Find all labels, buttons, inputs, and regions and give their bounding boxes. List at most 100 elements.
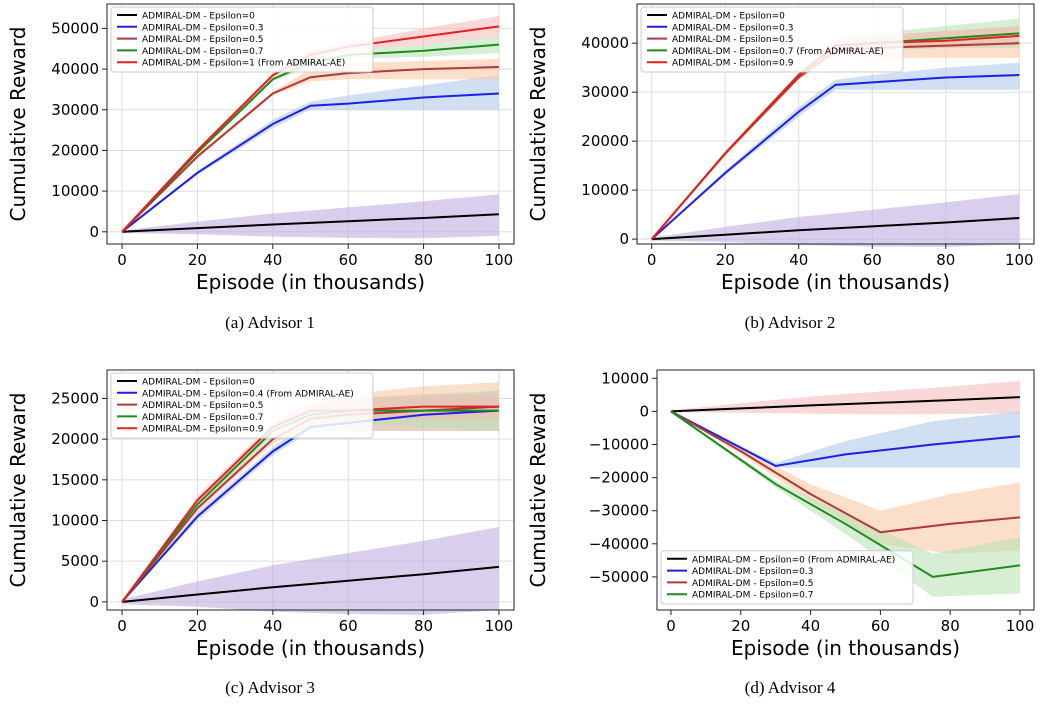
chart-c: 0 20 40 60 80 100 0 5000 10000 15000 20000 25000 Epi… [6, 369, 515, 660]
confidence-band [670, 380, 1021, 415]
y-tick-label: 10000 [51, 512, 99, 530]
legend-box [640, 6, 904, 73]
legend-entry: ADMIRAL-DM - Epsilon=0.7 (From ADMIRAL-A… [672, 47, 884, 57]
y-tick-label: 0 [619, 230, 629, 248]
chart-panel-c: 0 20 40 60 80 100 0 5000 10000 15000 20000 25000 Epi… [0, 362, 520, 709]
series-line [670, 410, 1021, 468]
x-tick-label: 40 [263, 617, 282, 635]
confidence-band [670, 411, 1021, 597]
series-line [121, 66, 499, 233]
y-tick-label: 0 [639, 402, 649, 420]
x-tick-label: 0 [117, 617, 127, 635]
legend-entry: ADMIRAL-DM - Epsilon=0.3 [672, 23, 793, 33]
confidence-band [122, 394, 499, 602]
x-tick-label: 80 [941, 617, 960, 635]
chart-caption: (c) Advisor 3 [225, 678, 315, 697]
series-line [651, 217, 1020, 241]
x-tick-label: 60 [871, 617, 890, 635]
series-line [651, 74, 1020, 240]
y-tick-label: 10000 [581, 181, 629, 199]
x-tick-label: 20 [731, 617, 750, 635]
series-line [670, 396, 1021, 413]
chart-caption: (d) Advisor 4 [744, 678, 836, 697]
series-line [122, 213, 499, 233]
chart-caption: (b) Advisor 2 [744, 313, 836, 332]
y-tick-label: 30000 [581, 83, 629, 101]
y-tick-label: −30000 [589, 502, 649, 520]
x-axis-label: Episode (in thousands) [196, 270, 425, 294]
x-tick-label: 100 [485, 251, 514, 269]
y-tick-label: −20000 [589, 469, 649, 487]
y-tick-label: 20000 [51, 141, 99, 159]
legend-entry: ADMIRAL-DM - Epsilon=0.5 [142, 401, 263, 411]
x-tick-label: 100 [1006, 617, 1035, 635]
chart-b: 0 20 40 60 80 100 0 10000 20000 30000 40000 Episode… [526, 3, 1035, 294]
y-tick-label: −40000 [589, 535, 649, 553]
legend-entry: ADMIRAL-DM - Epsilon=0.7 [692, 591, 813, 601]
y-tick-label: 20000 [581, 132, 629, 150]
x-tick-label: 80 [414, 617, 433, 635]
legend-entry: ADMIRAL-DM - Epsilon=0.9 [142, 425, 264, 435]
x-tick-label: 0 [647, 251, 657, 269]
legend-entry: ADMIRAL-DM - Epsilon=1 (From ADMIRAL-AE) [142, 59, 345, 69]
plot-frame [656, 369, 1035, 611]
y-tick-label: 0 [89, 223, 99, 241]
x-tick-label: 40 [801, 617, 820, 635]
confidence-band [122, 16, 499, 232]
x-tick-label: 60 [863, 251, 882, 269]
x-axis-label: Episode (in thousands) [731, 636, 960, 660]
y-axis-label: Cumulative Reward [6, 393, 30, 588]
legend-entry: ADMIRAL-DM - Epsilon=0.3 [692, 567, 813, 577]
confidence-band [670, 411, 1021, 554]
x-tick-label: 0 [117, 251, 127, 269]
plot-frame [106, 369, 515, 611]
y-tick-label: −10000 [589, 435, 649, 453]
series-line [121, 565, 500, 603]
y-axis-label: Cumulative Reward [526, 393, 550, 588]
y-tick-label: −50000 [589, 568, 649, 586]
chart-a: 0 20 40 60 80 100 0 10000 20000 30000 40000 50000 Ep… [6, 3, 515, 294]
y-tick-label: 50000 [51, 19, 99, 37]
x-tick-label: 40 [263, 251, 282, 269]
legend-entry: ADMIRAL-DM - Epsilon=0.5 [672, 35, 793, 45]
legend-entry: ADMIRAL-DM - Epsilon=0 [142, 12, 255, 22]
x-tick-label: 80 [936, 251, 955, 269]
legend-entry: ADMIRAL-DM - Epsilon=0.3 [142, 23, 263, 33]
y-tick-label: 30000 [51, 101, 99, 119]
legend-box [110, 6, 374, 73]
y-tick-label: 25000 [51, 389, 99, 407]
y-axis-label: Cumulative Reward [526, 27, 550, 222]
y-axis-label: Cumulative Reward [6, 27, 30, 222]
legend-entry: ADMIRAL-DM - Epsilon=0.9 [672, 59, 794, 69]
x-axis-label: Episode (in thousands) [196, 636, 425, 660]
y-tick-label: 10000 [601, 369, 649, 387]
series-line [670, 410, 1021, 578]
legend-entry: ADMIRAL-DM - Epsilon=0.7 [142, 413, 263, 423]
legend-entry: ADMIRAL-DM - Epsilon=0 [142, 378, 255, 388]
confidence-band [670, 411, 1021, 468]
chart-panel-a: 0 20 40 60 80 100 0 10000 20000 30000 40000 50000 Ep… [0, 0, 520, 345]
y-tick-label: 0 [89, 593, 99, 611]
chart-d: 0 20 40 60 80 100 −50000 −40000 −30000 −20000 −100… [526, 369, 1035, 660]
x-tick-label: 60 [339, 251, 358, 269]
x-tick-label: 40 [789, 251, 808, 269]
legend-entry: ADMIRAL-DM - Epsilon=0.5 [692, 579, 813, 589]
legend-entry: ADMIRAL-DM - Epsilon=0 (From ADMIRAL-AE) [692, 555, 895, 565]
y-tick-label: 40000 [51, 60, 99, 78]
series-line [121, 92, 499, 233]
y-tick-label: 20000 [51, 430, 99, 448]
legend-box [110, 372, 374, 439]
x-axis-label: Episode (in thousands) [721, 270, 950, 294]
series-line [670, 410, 1021, 534]
legend-entry: ADMIRAL-DM - Epsilon=0.7 [142, 47, 263, 57]
legend-entry: ADMIRAL-DM - Epsilon=0.4 (From ADMIRAL-A… [142, 389, 354, 399]
legend-entry: ADMIRAL-DM - Epsilon=0 [672, 12, 785, 22]
chart-panel-b: 0 20 40 60 80 100 0 10000 20000 30000 40000 Episode… [520, 0, 1040, 345]
x-tick-label: 80 [414, 251, 433, 269]
x-tick-label: 0 [666, 617, 676, 635]
y-tick-label: 5000 [61, 552, 99, 570]
x-tick-label: 60 [339, 617, 358, 635]
confidence-band [122, 58, 499, 232]
y-tick-label: 40000 [581, 34, 629, 52]
plot-frame [106, 3, 515, 245]
